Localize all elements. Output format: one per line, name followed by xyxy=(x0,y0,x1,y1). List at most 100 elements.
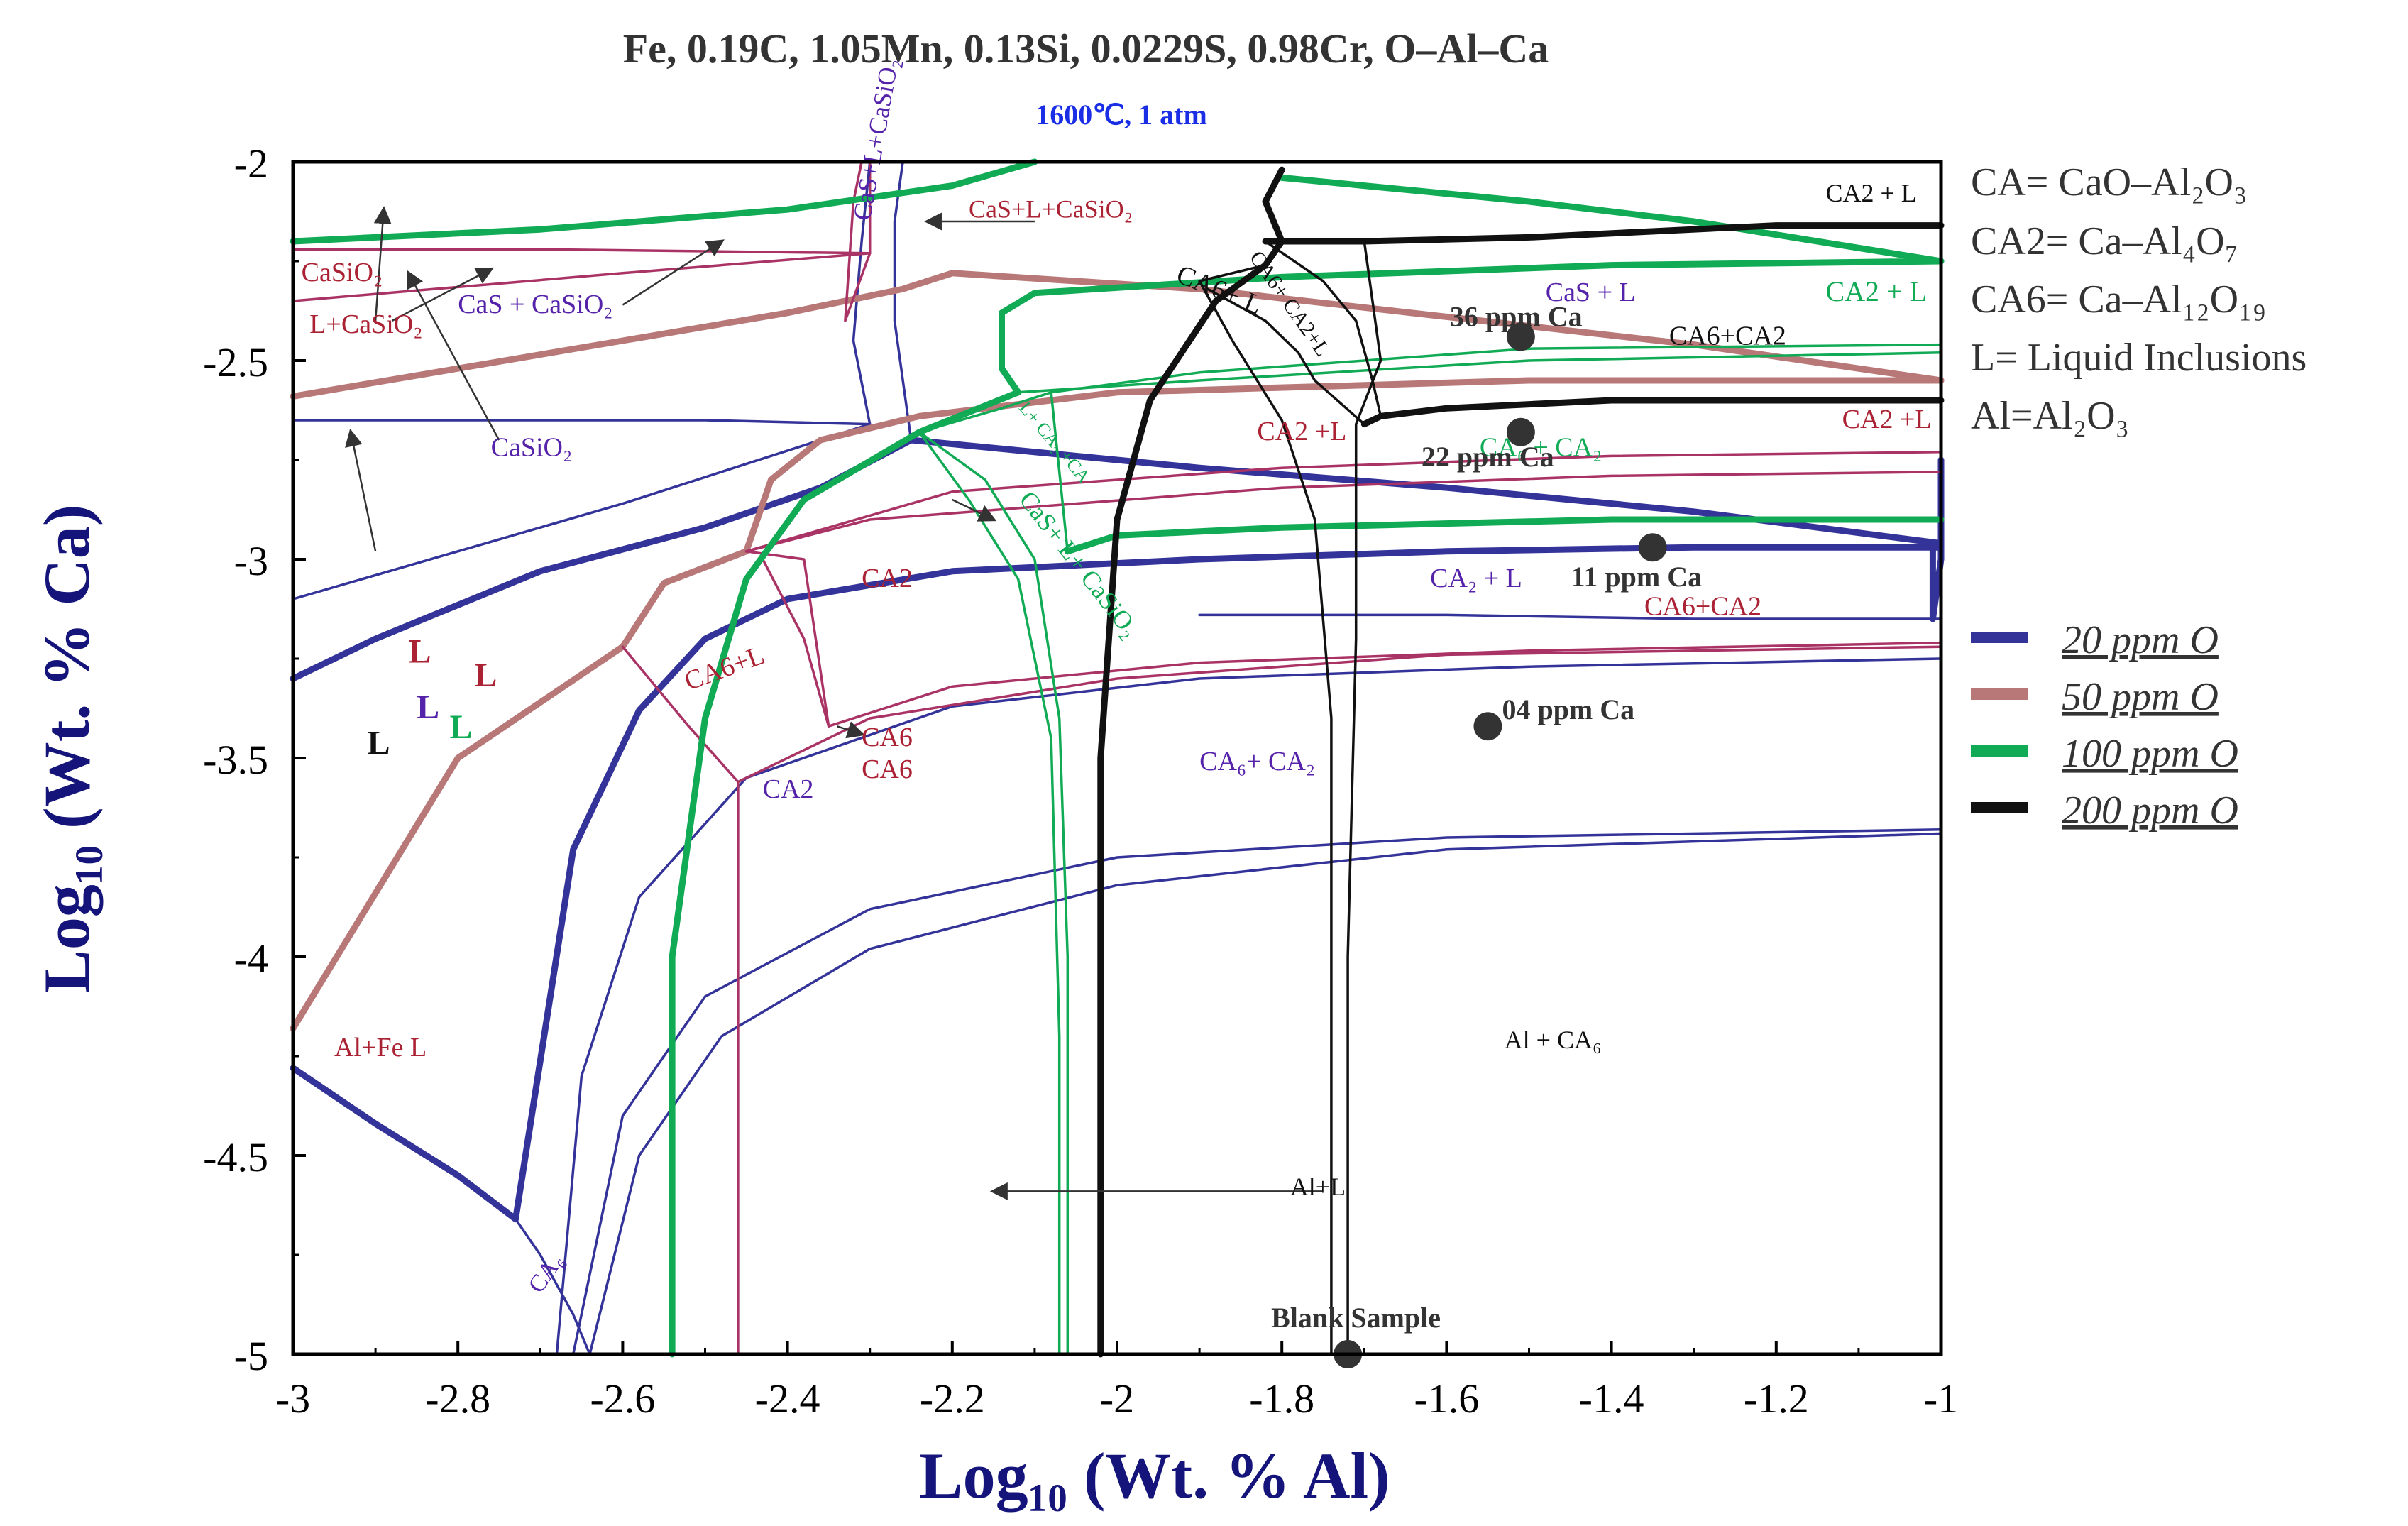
region-label: CaS+L+CaSiO₂ xyxy=(969,194,1133,223)
region-label: L xyxy=(409,633,431,671)
definition-ca6: CA6= Ca–Al₁₂O₁₉ xyxy=(1971,278,2266,322)
series-line-50-ppm-o xyxy=(762,558,830,728)
legend-swatch xyxy=(1971,802,2028,813)
series-line-50-ppm-o xyxy=(290,270,1945,400)
definition-ca2: CA2= Ca–Al₄O₇ xyxy=(1971,219,2238,263)
series-line-20-ppm-o xyxy=(512,544,1945,1223)
chart-subtitle: 1600℃, 1 atm xyxy=(1035,99,1207,131)
annotation-arrow xyxy=(345,428,377,552)
legend-label: 100 ppm O xyxy=(2062,732,2238,776)
x-tick-label: -2.2 xyxy=(920,1376,985,1422)
series-line-20-ppm-o xyxy=(588,832,1942,1356)
y-tick-label: -4 xyxy=(234,935,268,982)
y-tick-label: -2.5 xyxy=(203,339,268,385)
series-line-50-ppm-o xyxy=(744,550,1942,728)
legend: 20 ppm O 50 ppm O 100 ppm O 200 ppm O xyxy=(1971,618,2238,833)
series-line-200-ppm-o xyxy=(1262,222,1945,245)
definition-l: L= Liquid Inclusions xyxy=(1971,336,2307,380)
definitions-block: CA= CaO–Al₂O₃ CA2= Ca–Al₄O₇ CA6= Ca–Al₁₂… xyxy=(1971,160,2307,438)
region-label: CaS + L xyxy=(1546,278,1636,307)
region-label: L xyxy=(367,724,390,762)
region-label: CA2 + L xyxy=(1825,179,1916,207)
series-line-100-ppm-o xyxy=(1016,351,1942,394)
series-line-20-ppm-o xyxy=(555,657,1942,1356)
y-tick-label: -2 xyxy=(234,141,268,187)
chart-title: Fe, 0.19C, 1.05Mn, 0.13Si, 0.0229S, 0.98… xyxy=(623,26,1549,72)
region-label: CA6+CA2 xyxy=(1644,591,1761,621)
x-tick-label: -2 xyxy=(1100,1376,1134,1422)
region-label: CA₂ + L xyxy=(1430,564,1522,593)
sample-label: 22 ppm Ca xyxy=(1422,441,1554,473)
x-tick-label: -2.4 xyxy=(755,1376,820,1422)
sample-label: 11 ppm Ca xyxy=(1571,561,1703,593)
series-line-50-ppm-o xyxy=(744,451,1942,553)
series-line-200-ppm-o xyxy=(1264,240,1382,418)
y-tick-label: -3.5 xyxy=(203,737,268,783)
series-line-50-ppm-o xyxy=(292,248,872,255)
series-line-100-ppm-o xyxy=(1064,516,1945,555)
region-label: CA6 xyxy=(862,754,913,784)
plot-lines-group xyxy=(290,158,1945,1358)
series-line-100-ppm-o xyxy=(1050,391,1070,553)
series-line-200-ppm-o xyxy=(1346,240,1382,1356)
y-tick-label: -4.5 xyxy=(203,1134,268,1180)
legend-swatch xyxy=(1971,745,2028,757)
series-line-50-ppm-o xyxy=(621,645,1942,784)
legend-label: 50 ppm O xyxy=(2062,675,2219,719)
region-label: L xyxy=(417,688,439,726)
legend-swatch xyxy=(1971,688,2028,700)
region-label: CA2 +L xyxy=(1257,417,1346,446)
series-line-20-ppm-o xyxy=(292,419,872,426)
series-line-20-ppm-o xyxy=(514,1217,591,1356)
x-tick-label: -1 xyxy=(1924,1376,1958,1422)
region-label: L+CaSiO₂ xyxy=(309,309,422,339)
sample-label: 04 ppm Ca xyxy=(1502,693,1634,725)
annotation-arrow xyxy=(836,721,865,739)
x-tick-label: -3 xyxy=(276,1376,310,1422)
series-line-50-ppm-o xyxy=(290,377,1945,1032)
legend-label: 20 ppm O xyxy=(2062,618,2219,662)
sample-label: 36 ppm Ca xyxy=(1450,300,1583,332)
region-label: CA2 + L xyxy=(1825,275,1927,307)
series-line-20-ppm-o xyxy=(290,1065,519,1223)
series-line-100-ppm-o xyxy=(918,431,1061,1356)
sample-point xyxy=(1506,322,1535,351)
region-label: L xyxy=(450,708,473,746)
region-label: CA6+CA2 xyxy=(1669,322,1786,351)
x-tick-label: -1.8 xyxy=(1249,1376,1314,1422)
region-label: Al+L xyxy=(1290,1173,1346,1201)
annotation-arrow xyxy=(373,206,392,322)
series-line-100-ppm-o xyxy=(290,158,1038,245)
series-line-100-ppm-o xyxy=(1050,343,1942,394)
definition-al: Al=Al₂O₃ xyxy=(1971,394,2129,438)
x-tick-label: -1.6 xyxy=(1414,1376,1479,1422)
region-label: L xyxy=(474,657,497,694)
sample-points-group: 36 ppm Ca 22 ppm Ca 11 ppm Ca 04 ppm Ca Blan… xyxy=(1271,300,1702,1368)
sample-point xyxy=(1506,417,1535,446)
series-line-20-ppm-o xyxy=(292,422,872,600)
annotation-arrow xyxy=(952,498,997,522)
x-tick-label: -1.4 xyxy=(1579,1376,1644,1422)
sample-label: Blank Sample xyxy=(1271,1302,1441,1334)
series-line-50-ppm-o xyxy=(292,252,872,302)
x-tick-label: -2.8 xyxy=(425,1376,490,1422)
axis-ticks-group: -3 -2.8 -2.6 -2.4 -2.2 -2 -1.8 -1.6 -1.4 -1.2 -1 -2… xyxy=(203,141,1958,1422)
region-label: CaSiO₂ xyxy=(302,258,383,287)
series-line-200-ppm-o xyxy=(1097,166,1285,1358)
series-line-200-ppm-o xyxy=(1206,287,1366,426)
x-tick-label: -1.2 xyxy=(1744,1376,1809,1422)
region-label: CaSiO₂ xyxy=(491,432,573,462)
series-line-50-ppm-o xyxy=(744,471,1942,553)
sample-point xyxy=(1638,533,1667,562)
plot-frame xyxy=(291,160,1943,1356)
series-line-100-ppm-o xyxy=(918,391,1052,434)
x-tick-label: -2.6 xyxy=(590,1376,655,1422)
legend-label: 200 ppm O xyxy=(2062,789,2238,833)
region-label: CA2 +L xyxy=(1842,405,1932,434)
region-label: Al+Fe L xyxy=(334,1033,427,1063)
series-line-200-ppm-o xyxy=(1360,397,1945,428)
definition-ca: CA= CaO–Al₂O₃ xyxy=(1971,160,2248,204)
sample-point xyxy=(1473,712,1502,741)
legend-swatch xyxy=(1971,632,2028,643)
